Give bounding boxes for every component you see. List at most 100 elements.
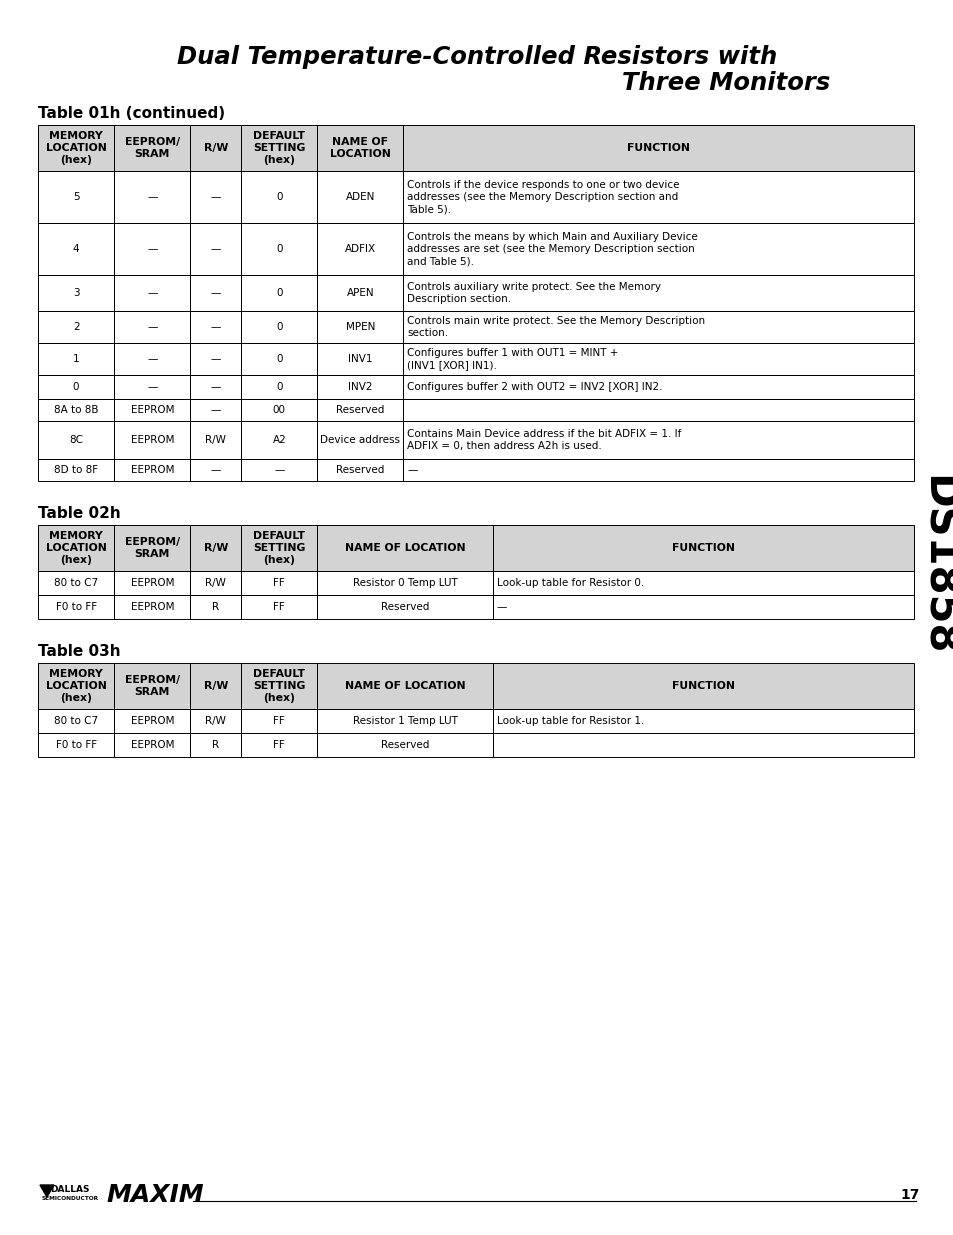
Text: NAME OF
LOCATION: NAME OF LOCATION: [330, 137, 391, 159]
Bar: [191, 734, 241, 757]
Bar: [317, 595, 492, 619]
Bar: [114, 595, 191, 619]
Bar: [241, 595, 317, 619]
Bar: [114, 224, 191, 275]
Bar: [38, 525, 114, 571]
Text: FUNCTION: FUNCTION: [626, 143, 689, 153]
Text: Controls auxiliary write protect. See the Memory
Description section.: Controls auxiliary write protect. See th…: [407, 282, 660, 304]
Text: Reserved: Reserved: [335, 405, 384, 415]
Text: EEPROM: EEPROM: [131, 405, 173, 415]
Text: Configures buffer 2 with OUT2 = INV2 [XOR] IN2.: Configures buffer 2 with OUT2 = INV2 [XO…: [407, 382, 662, 391]
Bar: [114, 343, 191, 375]
Bar: [38, 399, 114, 421]
Bar: [317, 525, 492, 571]
Text: 2: 2: [72, 322, 79, 332]
Bar: [114, 734, 191, 757]
Text: 0: 0: [275, 382, 282, 391]
Bar: [403, 311, 913, 343]
Bar: [191, 709, 241, 734]
Bar: [114, 525, 191, 571]
Bar: [317, 343, 403, 375]
Bar: [317, 311, 403, 343]
Text: EEPROM: EEPROM: [131, 740, 173, 750]
Text: EEPROM: EEPROM: [131, 435, 173, 445]
Bar: [403, 275, 913, 311]
Text: F0 to FF: F0 to FF: [55, 601, 96, 613]
Text: Contains Main Device address if the bit ADFIX = 1. If
ADFIX = 0, then address A2: Contains Main Device address if the bit …: [407, 429, 681, 451]
Text: FUNCTION: FUNCTION: [671, 680, 734, 692]
Text: NAME OF LOCATION: NAME OF LOCATION: [344, 543, 465, 553]
Bar: [114, 170, 191, 224]
Bar: [492, 571, 913, 595]
Bar: [38, 595, 114, 619]
Bar: [191, 421, 241, 459]
Bar: [492, 709, 913, 734]
Bar: [403, 459, 913, 480]
Text: ADFIX: ADFIX: [344, 245, 375, 254]
Text: —: —: [147, 354, 157, 364]
Text: Controls main write protect. See the Memory Description
section.: Controls main write protect. See the Mem…: [407, 316, 704, 338]
Text: R: R: [213, 740, 219, 750]
Text: 0: 0: [275, 245, 282, 254]
Text: —: —: [147, 288, 157, 298]
Bar: [241, 571, 317, 595]
Bar: [38, 571, 114, 595]
Text: MEMORY
LOCATION
(hex): MEMORY LOCATION (hex): [46, 131, 107, 165]
Text: 8D to 8F: 8D to 8F: [54, 466, 98, 475]
Text: —: —: [147, 382, 157, 391]
Bar: [241, 709, 317, 734]
Text: Three Monitors: Three Monitors: [621, 70, 829, 95]
Text: FF: FF: [274, 740, 285, 750]
Bar: [191, 275, 241, 311]
Text: 80 to C7: 80 to C7: [54, 716, 98, 726]
Bar: [38, 734, 114, 757]
Text: EEPROM: EEPROM: [131, 466, 173, 475]
Text: 3: 3: [72, 288, 79, 298]
Bar: [403, 125, 913, 170]
Text: 17: 17: [900, 1188, 919, 1202]
Bar: [191, 224, 241, 275]
Bar: [492, 663, 913, 709]
Text: EEPROM: EEPROM: [131, 716, 173, 726]
Text: R: R: [213, 601, 219, 613]
Bar: [114, 375, 191, 399]
Text: DS1858: DS1858: [916, 474, 953, 656]
Text: —: —: [211, 288, 221, 298]
Text: Resistor 1 Temp LUT: Resistor 1 Temp LUT: [353, 716, 457, 726]
Text: —: —: [274, 466, 284, 475]
Text: —: —: [147, 245, 157, 254]
Text: ADEN: ADEN: [345, 191, 375, 203]
Bar: [403, 421, 913, 459]
Text: 00: 00: [273, 405, 286, 415]
Text: —: —: [211, 245, 221, 254]
Bar: [191, 343, 241, 375]
Bar: [114, 709, 191, 734]
Bar: [191, 399, 241, 421]
Text: Reserved: Reserved: [380, 601, 429, 613]
Bar: [114, 663, 191, 709]
Bar: [241, 399, 317, 421]
Text: MAXIM: MAXIM: [106, 1183, 203, 1207]
Text: Controls the means by which Main and Auxiliary Device
addresses are set (see the: Controls the means by which Main and Aux…: [407, 232, 698, 267]
Bar: [38, 224, 114, 275]
Bar: [241, 375, 317, 399]
Bar: [38, 375, 114, 399]
Bar: [317, 663, 492, 709]
Bar: [317, 421, 403, 459]
Bar: [241, 421, 317, 459]
Bar: [38, 311, 114, 343]
Text: Reserved: Reserved: [335, 466, 384, 475]
Bar: [241, 459, 317, 480]
Bar: [403, 343, 913, 375]
Bar: [114, 421, 191, 459]
Bar: [317, 399, 403, 421]
Text: R/W: R/W: [203, 143, 228, 153]
Bar: [492, 525, 913, 571]
Text: Resistor 0 Temp LUT: Resistor 0 Temp LUT: [353, 578, 456, 588]
Text: SEMICONDUCTOR: SEMICONDUCTOR: [41, 1195, 98, 1200]
Bar: [317, 275, 403, 311]
Text: Controls if the device responds to one or two device
addresses (see the Memory D: Controls if the device responds to one o…: [407, 179, 679, 215]
Text: FF: FF: [274, 578, 285, 588]
Text: 5: 5: [72, 191, 79, 203]
Bar: [114, 125, 191, 170]
